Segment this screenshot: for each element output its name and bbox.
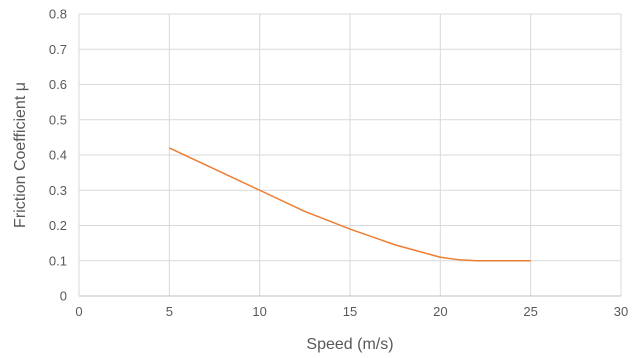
x-tick-label: 25 xyxy=(523,304,537,319)
y-tick-label: 0.7 xyxy=(49,42,67,57)
x-tick-label: 30 xyxy=(614,304,628,319)
y-tick-label: 0.6 xyxy=(49,77,67,92)
x-tick-label: 5 xyxy=(166,304,173,319)
y-tick-label: 0 xyxy=(60,289,67,304)
axes xyxy=(78,14,621,297)
y-tick-label: 0.8 xyxy=(49,7,67,22)
y-tick-label: 0.3 xyxy=(49,183,67,198)
y-axis-title: Friction Coefficient μ xyxy=(12,82,29,228)
y-tick-label: 0.5 xyxy=(49,112,67,127)
x-tick-label: 0 xyxy=(75,304,82,319)
y-tick-label: 0.2 xyxy=(49,218,67,233)
x-tick-label: 15 xyxy=(343,304,357,319)
tick-labels: 0 0.1 0.2 0.3 0.4 0.5 0.6 0.7 0.8 0 5 10 15 20 25 30 xyxy=(49,7,628,320)
y-tick-label: 0.1 xyxy=(49,253,67,268)
y-tick-label: 0.4 xyxy=(49,148,67,163)
series-line xyxy=(169,147,531,262)
x-axis-title: Speed (m/s) xyxy=(306,336,393,353)
x-tick-label: 10 xyxy=(252,304,266,319)
gridlines xyxy=(79,13,622,296)
x-tick-label: 20 xyxy=(433,304,447,319)
series xyxy=(169,147,531,262)
